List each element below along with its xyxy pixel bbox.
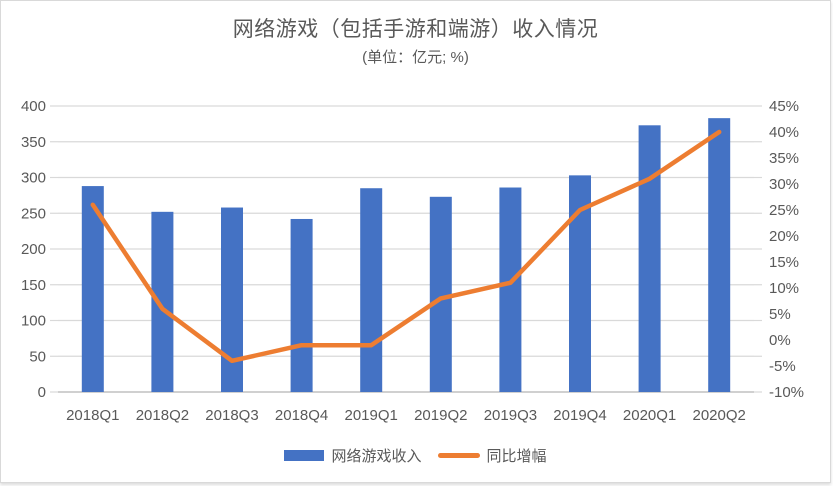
revenue-bar-2018Q3[interactable] [221,207,243,392]
legend-item-revenue[interactable]: 网络游戏收入 [284,445,422,466]
right-axis-tick-label: 25% [769,202,799,219]
right-axis-tick-label: 20% [769,228,799,245]
chart-legend: 网络游戏收入 同比增幅 [1,445,830,466]
x-axis-label: 2020Q2 [693,407,746,424]
legend-label-growth: 同比增幅 [486,448,547,465]
x-axis-label: 2019Q1 [345,407,398,424]
x-axis-label: 2020Q1 [623,407,676,424]
bar-series-swatch-icon [284,450,325,461]
right-axis-tick-label: 10% [769,280,799,297]
left-axis-tick-label: 400 [21,98,46,115]
x-axis-label: 2018Q2 [136,407,189,424]
chart-subtitle: (单位：亿元; %) [362,49,469,66]
left-axis-tick-label: 150 [21,277,46,294]
revenue-bar-2018Q1[interactable] [81,186,104,392]
revenue-bar-2020Q2[interactable] [708,118,731,392]
right-axis-tick-label: -10% [769,384,804,401]
revenue-bar-2019Q2[interactable] [429,196,452,392]
x-axis-label: 2018Q1 [66,407,119,424]
right-axis-tick-label: 15% [769,254,799,271]
left-axis-tick-label: 300 [21,170,46,187]
x-axis-label: 2019Q2 [414,407,467,424]
right-axis-tick-label: 30% [769,176,799,193]
right-axis-tick-label: 45% [769,98,799,115]
left-axis-tick-label: 350 [21,134,46,151]
revenue-bar-2019Q3[interactable] [499,187,522,392]
revenue-bar-2019Q4[interactable] [569,175,591,392]
legend-item-growth[interactable]: 同比增幅 [437,445,547,466]
right-axis-tick-label: 35% [769,150,799,167]
left-axis-tick-label: 200 [21,241,46,258]
revenue-bar-2020Q1[interactable] [638,125,661,393]
left-axis-tick-label: 100 [21,313,46,330]
right-axis-tick-label: 0% [769,332,791,349]
line-series-swatch-icon [437,453,480,458]
revenue-bar-2018Q2[interactable] [151,211,174,392]
right-axis-tick-label: -5% [769,358,796,375]
growth-trend-line[interactable] [90,129,722,364]
legend-label-revenue: 网络游戏收入 [331,448,422,465]
left-axis-tick-label: 250 [21,205,46,222]
right-axis-tick-label: 40% [769,124,799,141]
x-axis-label: 2019Q4 [553,407,606,424]
x-axis-label: 2018Q4 [275,407,328,424]
revenue-bar-2018Q4[interactable] [290,218,313,392]
left-axis-tick-label: 50 [29,348,46,365]
left-axis-tick-label: 0 [38,384,46,401]
right-axis-tick-label: 5% [769,306,791,323]
x-axis-label: 2018Q3 [205,407,258,424]
revenue-bar-2019Q1[interactable] [360,188,383,392]
chart-title: 网络游戏（包括手游和端游）收入情况 [232,18,599,41]
x-axis-label: 2019Q3 [484,407,537,424]
